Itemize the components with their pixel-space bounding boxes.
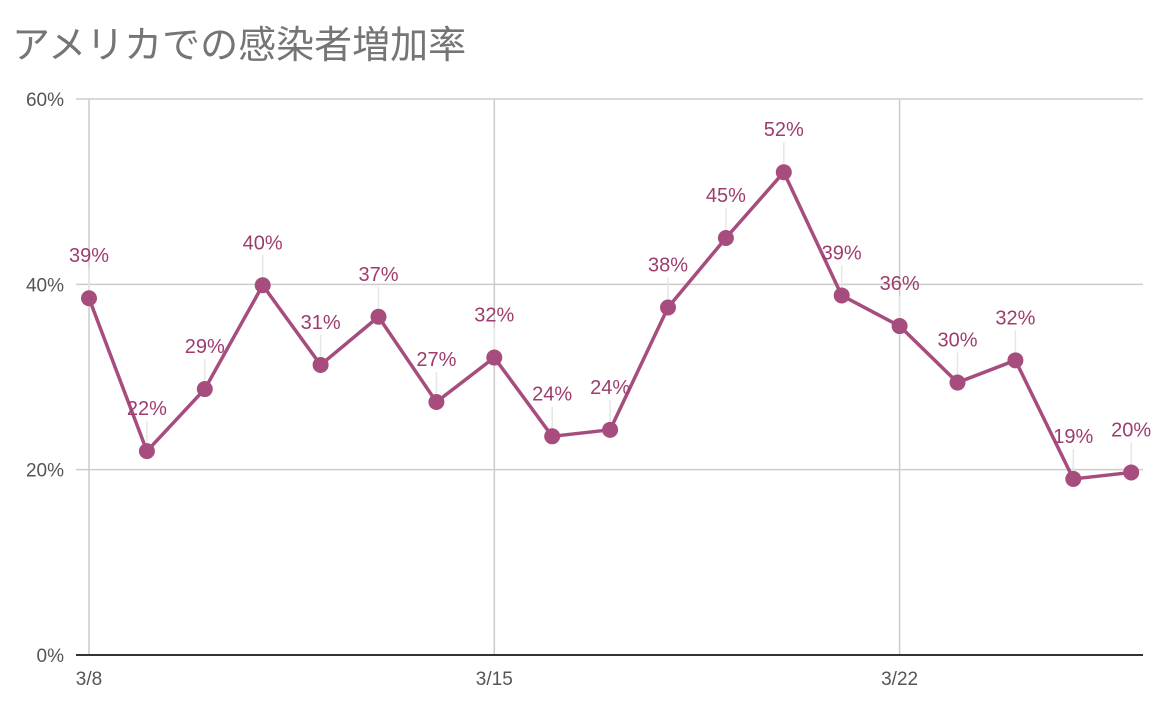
data-label: 27%: [416, 349, 456, 371]
data-point: [312, 356, 329, 373]
y-tick-label: 0%: [37, 646, 65, 667]
data-label: 38%: [648, 255, 688, 277]
x-tick-label: 3/15: [476, 669, 513, 690]
data-label: 24%: [590, 377, 630, 399]
data-point: [196, 381, 213, 398]
data-point: [602, 421, 619, 438]
y-tick-label: 40%: [26, 275, 64, 296]
data-label: 45%: [706, 185, 746, 207]
data-label: 32%: [995, 307, 1035, 329]
data-label: 30%: [937, 330, 977, 352]
data-label: 31%: [301, 312, 341, 334]
data-point: [833, 287, 850, 304]
data-point: [138, 443, 155, 460]
x-tick-label: 3/22: [881, 669, 918, 690]
data-label: 19%: [1053, 426, 1093, 448]
data-label: 52%: [764, 119, 804, 141]
data-point: [660, 299, 676, 316]
tick-labels: 0% 20% 40% 60% 3/8 3/15 3/22: [26, 90, 918, 690]
data-label: 40%: [243, 232, 283, 254]
data-label: 39%: [69, 245, 109, 267]
data-point: [81, 290, 97, 307]
data-label: 24%: [532, 383, 572, 405]
data-label: 37%: [358, 264, 398, 286]
y-tick-label: 20%: [26, 461, 64, 482]
data-point: [1007, 352, 1024, 369]
data-point: [891, 318, 908, 335]
data-label: 22%: [127, 398, 167, 420]
data-label: 32%: [474, 305, 514, 327]
y-tick-label: 60%: [26, 90, 64, 111]
data-point: [717, 230, 734, 246]
data-point: [1123, 464, 1140, 481]
data-point: [544, 428, 561, 445]
data-point: [370, 308, 387, 325]
data-point: [1065, 470, 1082, 487]
data-labels: 39% 22% 29% 40% 31% 37% 27% 32% 24% 24% 38% 45% 52% 3…: [69, 119, 1151, 448]
data-label: 29%: [185, 336, 225, 358]
data-points: [81, 164, 1140, 487]
data-point: [775, 164, 792, 181]
data-point: [949, 374, 966, 391]
data-point: [486, 349, 503, 366]
chart-title: アメリカでの感染者増加率: [12, 23, 467, 67]
label-leaders: [88, 142, 1132, 471]
data-label: 20%: [1111, 419, 1151, 441]
data-label: 36%: [880, 273, 920, 295]
data-point: [428, 394, 445, 411]
x-tick-label: 3/8: [76, 669, 102, 690]
data-point: [254, 277, 271, 294]
data-label: 39%: [822, 242, 862, 264]
gridlines: [76, 98, 1143, 655]
